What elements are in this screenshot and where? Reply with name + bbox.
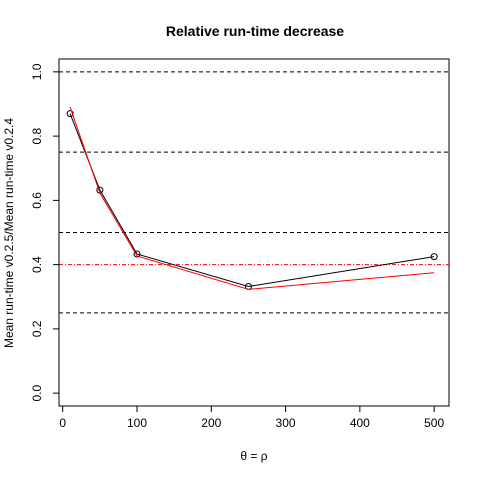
y-tick-label-1: 0.2 — [30, 320, 44, 337]
x-tick-label-4: 400 — [350, 416, 370, 430]
y-tick-label-5: 1.0 — [30, 63, 44, 80]
data-point-0-4 — [430, 253, 438, 261]
y-tick-label-4: 0.8 — [30, 127, 44, 144]
y-tick-label-3: 0.6 — [30, 192, 44, 209]
x-axis-label: θ = ρ — [240, 449, 267, 463]
series-layer — [66, 107, 438, 290]
y-axis: 0.0 0.2 0.4 0.6 0.8 1.0 — [30, 63, 60, 401]
x-tick-label-3: 300 — [276, 416, 296, 430]
y-axis-label: Mean run-time v0.2.5/Mean run-time v0.2.… — [2, 118, 16, 348]
y-tick-label-0: 0.0 — [30, 384, 44, 401]
x-tick-label-1: 100 — [127, 416, 147, 430]
y-tick-label-2: 0.4 — [30, 256, 44, 273]
x-tick-label-5: 500 — [424, 416, 444, 430]
series-line-0 — [69, 113, 435, 288]
data-point-0-2 — [133, 250, 141, 258]
chart-title: Relative run-time decrease — [166, 23, 344, 39]
x-tick-label-2: 200 — [201, 416, 221, 430]
series-line-1 — [69, 107, 435, 290]
x-axis: 0 100 200 300 400 500 — [59, 405, 444, 430]
x-tick-label-0: 0 — [59, 416, 66, 430]
data-point-0-0 — [66, 110, 74, 118]
